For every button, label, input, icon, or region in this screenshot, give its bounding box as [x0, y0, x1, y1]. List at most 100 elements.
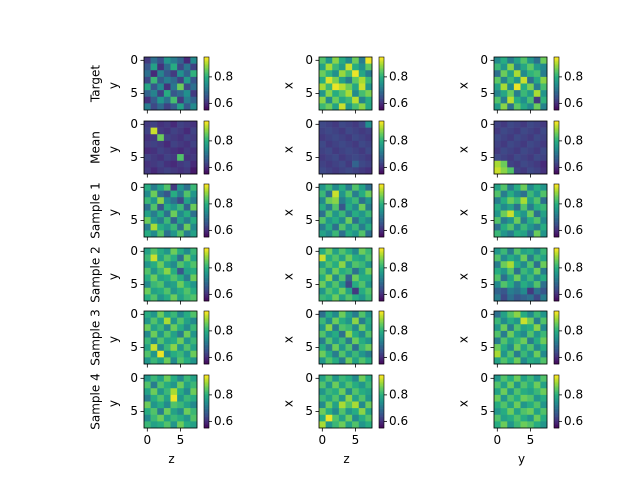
heatmap-panel [319, 121, 373, 175]
colorbar-segment [379, 266, 384, 269]
colorbar-segment [554, 316, 559, 318]
heatmap-cell [352, 210, 360, 218]
colorbar-frame [203, 247, 210, 302]
colorbar-segment [554, 57, 559, 59]
colorbar [554, 121, 559, 175]
colorbar-segment [554, 142, 559, 144]
colorbar-frame [378, 56, 385, 111]
heatmap-cell [513, 103, 521, 111]
colorbar-segment [379, 420, 384, 422]
colorbar-segment [204, 397, 209, 400]
colorbar-segment [204, 60, 209, 63]
heatmap-cell [358, 337, 366, 345]
colorbar-segment [204, 281, 209, 283]
heatmap-cell [520, 217, 528, 225]
x-tick-label: 5 [177, 433, 185, 447]
y-axis-label: x [457, 146, 471, 153]
colorbar-segment [554, 328, 559, 330]
heatmap-cell [144, 203, 151, 211]
heatmap-cell [507, 267, 515, 275]
heatmap-cell [494, 184, 501, 191]
colorbar-segment [204, 226, 209, 229]
colorbar-segment [554, 231, 559, 234]
heatmap-cell [533, 267, 541, 275]
heatmap-cell [540, 401, 548, 409]
heatmap-cell [332, 281, 340, 289]
heatmap-cell [540, 140, 548, 148]
colorbar-segment [379, 424, 384, 426]
heatmap-cell [150, 388, 158, 396]
heatmap-cell [150, 401, 158, 409]
colorbar-segment [379, 59, 384, 62]
colorbar-segment [204, 155, 209, 158]
heatmap-cell [177, 103, 185, 111]
colorbar-segment [379, 265, 384, 267]
colorbar-segment [379, 294, 384, 296]
colorbar-segment [554, 297, 559, 299]
heatmap-cell [319, 324, 326, 332]
y-tick-label: 0 [480, 244, 488, 258]
colorbar-segment [554, 123, 559, 126]
heatmap-cell [338, 267, 346, 275]
heatmap-cell [352, 311, 360, 318]
heatmap-cell [338, 381, 346, 389]
colorbar [204, 248, 209, 302]
colorbar-segment [379, 283, 384, 286]
colorbar-segment [554, 209, 559, 211]
heatmap-cell [338, 324, 346, 332]
heatmap-cell [500, 127, 508, 135]
colorbar-frame [378, 310, 385, 365]
colorbar-segment [554, 255, 559, 258]
heatmap-cell [163, 223, 171, 231]
heatmap-cell [325, 90, 333, 98]
heatmap-cell [325, 330, 333, 338]
heatmap-cell [520, 274, 528, 282]
heatmap-cell [345, 203, 353, 211]
colorbar-segment [554, 358, 559, 361]
heatmap-cell [494, 83, 501, 91]
colorbar-segment [204, 202, 209, 205]
heatmap-cell [144, 147, 151, 155]
heatmap-cell [332, 274, 340, 282]
heatmap-cell [358, 388, 366, 396]
heatmap-cell [513, 350, 521, 358]
heatmap-cell [150, 287, 158, 295]
heatmap-cell [507, 90, 515, 98]
x-tick-label: 0 [143, 433, 151, 447]
heatmap-cell [345, 248, 353, 255]
heatmap-cell [352, 337, 360, 345]
colorbar-segment [379, 250, 384, 253]
colorbar-segment [554, 325, 559, 328]
colorbar-tick-label: 0.8 [389, 69, 408, 83]
colorbar-segment [554, 279, 559, 282]
heatmap-cell [365, 70, 373, 78]
colorbar-segment [379, 393, 384, 396]
heatmap-cell [533, 76, 541, 84]
heatmap-cell [170, 217, 178, 225]
colorbar-segment [379, 328, 384, 330]
heatmap-cell [500, 154, 508, 162]
heatmap-cell [325, 414, 333, 422]
colorbar-segment [379, 360, 384, 362]
y-axis-label: x [457, 209, 471, 216]
heatmap-cell [150, 210, 158, 218]
colorbar-segment [204, 321, 209, 324]
colorbar-tick-label: 0.8 [214, 387, 233, 401]
heatmap-cell [163, 160, 171, 168]
heatmap-cell [332, 154, 340, 162]
heatmap-cell [494, 401, 501, 409]
heatmap-cell [527, 294, 535, 302]
heatmap-cell [513, 381, 521, 389]
heatmap-cell [338, 388, 346, 396]
heatmap-cell [533, 96, 541, 104]
heatmap-cell [358, 261, 366, 269]
heatmap-cell [540, 203, 548, 211]
colorbar-segment [379, 215, 384, 218]
heatmap-cell [520, 401, 528, 409]
heatmap-cell [365, 375, 373, 382]
colorbar-segment [204, 269, 209, 271]
heatmap-cell [358, 103, 366, 111]
heatmap-cell [540, 357, 548, 365]
heatmap-cell [144, 76, 151, 84]
colorbar-segment [379, 100, 384, 103]
